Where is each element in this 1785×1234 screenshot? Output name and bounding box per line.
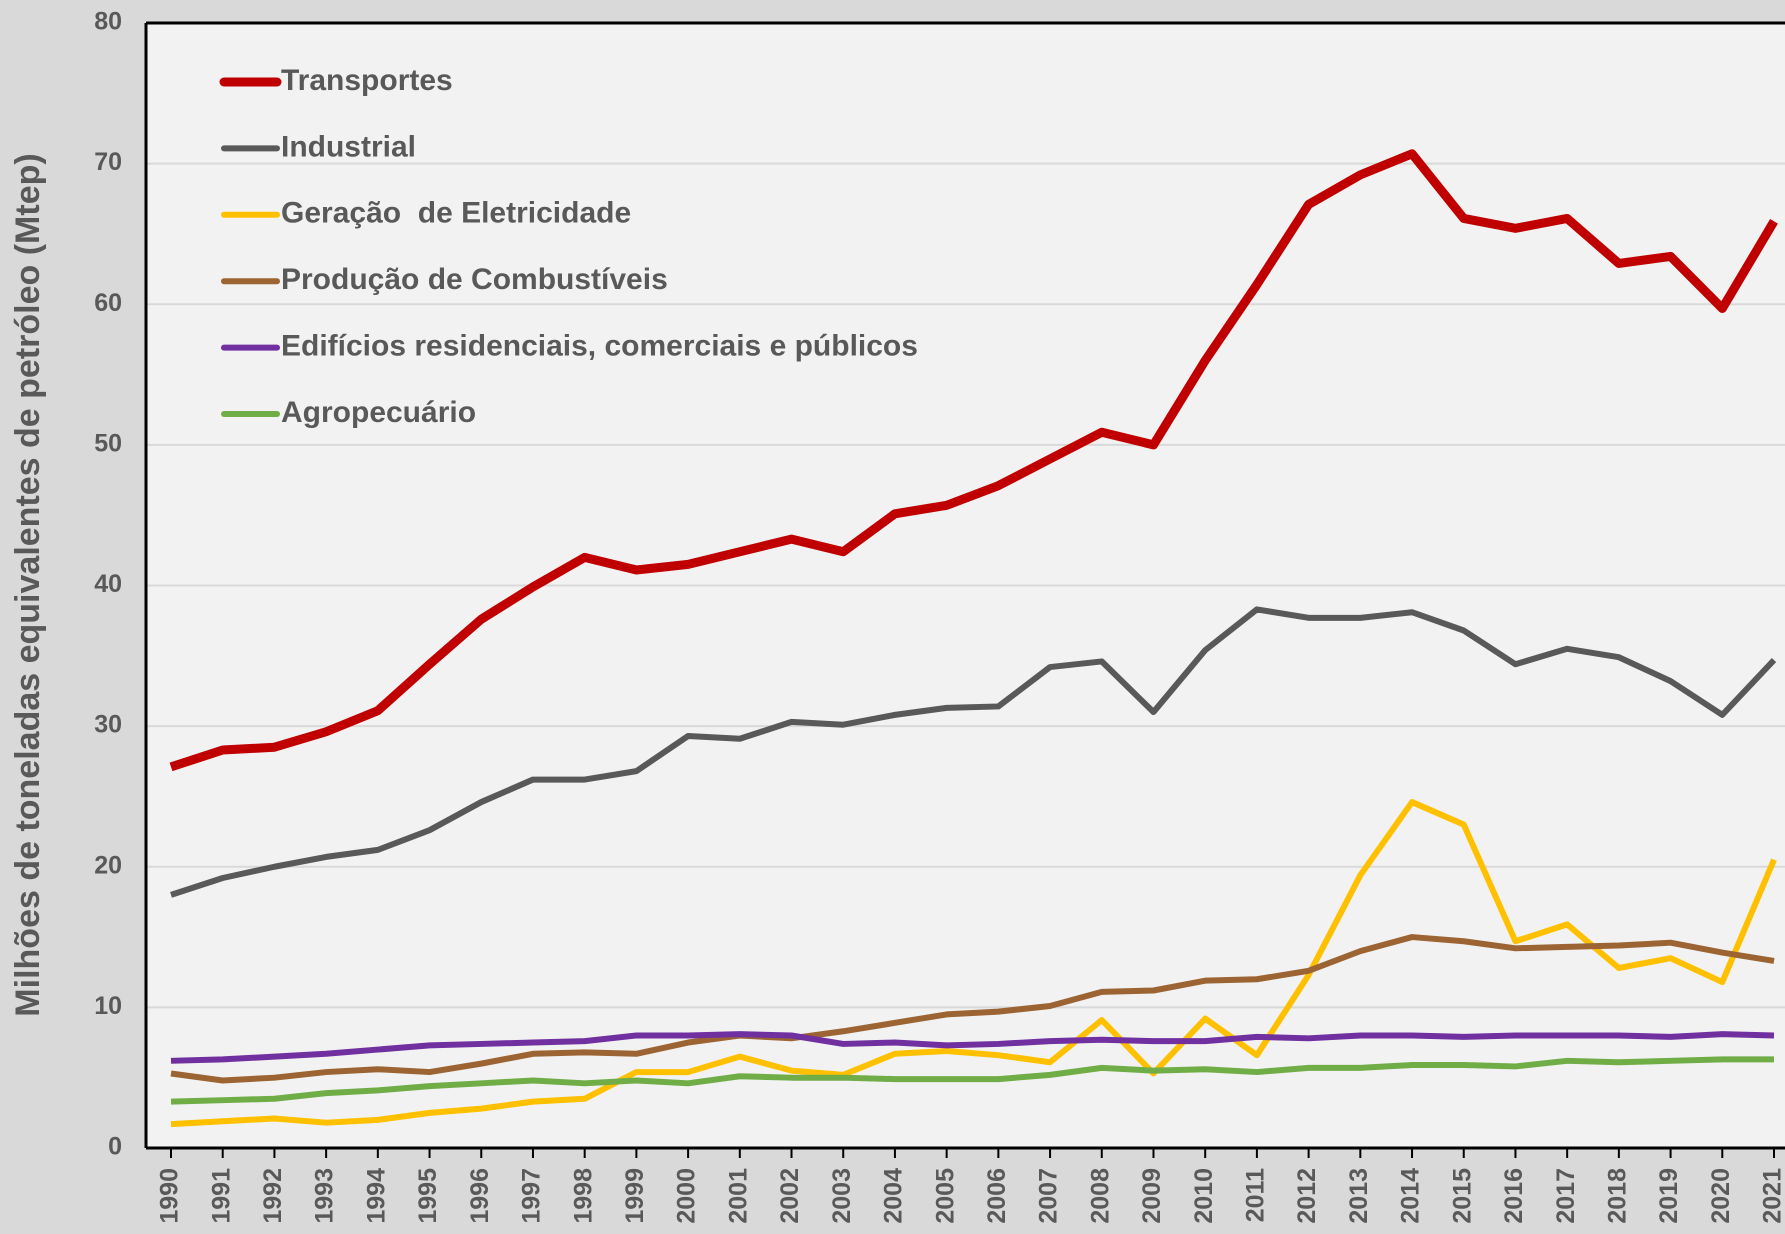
- x-tick-label: 1992: [259, 1168, 287, 1224]
- y-tick-label: 80: [94, 8, 122, 36]
- x-tick-label: 1990: [156, 1168, 184, 1224]
- x-tick-label: 2008: [1086, 1168, 1114, 1224]
- x-tick-label: 2019: [1655, 1168, 1683, 1224]
- legend-label: Geração de Eletricidade: [281, 197, 631, 230]
- legend-label: Edifícios residenciais, comerciais e púb…: [281, 330, 918, 363]
- x-tick-label: 2020: [1707, 1168, 1735, 1224]
- series-line: [170, 1031, 1775, 1064]
- x-tick-label: 2005: [931, 1168, 959, 1224]
- series-line: [170, 934, 1775, 1084]
- x-tick-label: 2014: [1397, 1168, 1425, 1224]
- series-line: [170, 799, 1777, 1128]
- x-tick-label: 2017: [1552, 1168, 1580, 1224]
- legend-label: Produção de Combustíveis: [281, 263, 668, 296]
- x-tick-label: 1998: [569, 1168, 597, 1224]
- x-tick-label: 2011: [1242, 1168, 1270, 1222]
- x-tick-label: 1995: [414, 1168, 442, 1224]
- x-tick-label: 1996: [466, 1168, 494, 1224]
- legend-label: Transportes: [281, 64, 453, 97]
- y-tick-label: 60: [94, 289, 122, 317]
- y-tick-label: 20: [94, 851, 122, 879]
- x-tick-label: 2009: [1138, 1168, 1166, 1224]
- x-tick-label: 2021: [1759, 1168, 1785, 1224]
- x-tick-label: 1997: [518, 1168, 546, 1224]
- x-tick-label: 1993: [311, 1168, 339, 1224]
- series-line: [169, 149, 1778, 772]
- y-tick-label: 50: [94, 429, 122, 457]
- x-tick-label: 2000: [673, 1168, 701, 1224]
- x-tick-label: 2010: [1190, 1168, 1218, 1224]
- y-tick-label: 10: [94, 992, 122, 1020]
- x-tick-label: 2007: [1035, 1168, 1063, 1224]
- x-tick-label: 1991: [207, 1168, 235, 1224]
- series-line: [170, 1056, 1774, 1105]
- x-tick-label: 2006: [983, 1168, 1011, 1224]
- legend-label: Agropecuário: [281, 396, 476, 429]
- legend-label: Industrial: [281, 130, 416, 163]
- x-tick-label: 2018: [1603, 1168, 1631, 1224]
- y-tick-label: 30: [94, 711, 122, 739]
- x-tick-label: 1999: [621, 1168, 649, 1224]
- y-tick-label: 70: [94, 148, 122, 176]
- x-tick-label: 1994: [362, 1168, 390, 1224]
- x-tick-label: 2012: [1293, 1168, 1321, 1224]
- x-tick-label: 2016: [1500, 1168, 1528, 1224]
- y-tick-label: 40: [94, 570, 122, 598]
- x-tick-label: 2015: [1448, 1168, 1476, 1224]
- y-tick-label: 0: [108, 1133, 122, 1161]
- series-line: [170, 606, 1777, 898]
- x-tick-label: 2002: [776, 1168, 804, 1224]
- x-tick-label: 2001: [724, 1168, 752, 1224]
- x-tick-label: 2003: [828, 1168, 856, 1224]
- x-tick-label: 2013: [1345, 1168, 1373, 1224]
- y-axis-label: Milhões de toneladas equivalentes de pet…: [9, 153, 47, 1016]
- x-tick-label: 2004: [880, 1168, 908, 1224]
